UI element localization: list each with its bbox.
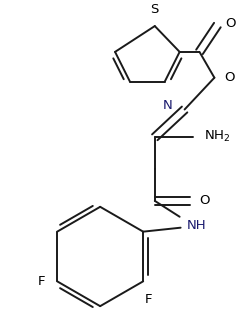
Text: NH$_2$: NH$_2$ (204, 129, 231, 144)
Text: N: N (163, 99, 173, 112)
Text: S: S (150, 3, 159, 16)
Text: F: F (38, 275, 45, 288)
Text: O: O (225, 17, 236, 30)
Text: O: O (200, 195, 210, 207)
Text: F: F (144, 293, 152, 306)
Text: NH: NH (186, 219, 206, 232)
Text: O: O (224, 71, 235, 84)
